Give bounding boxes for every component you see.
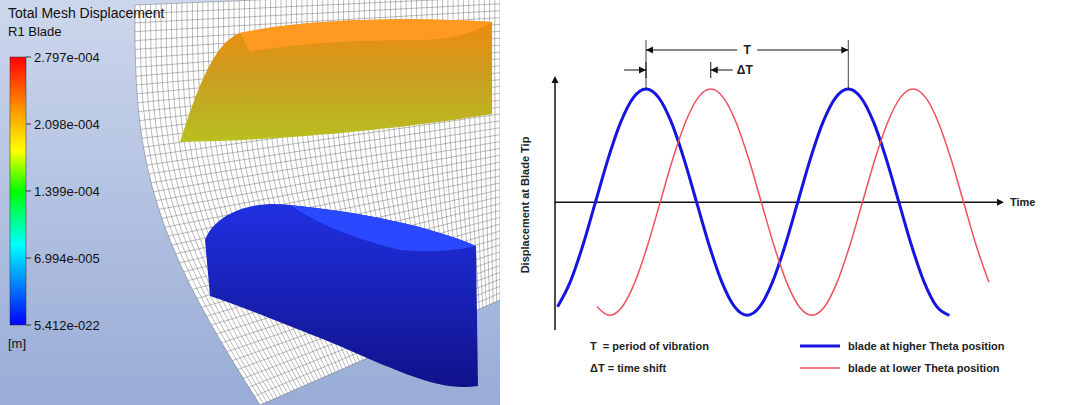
svg-text:ΔT = time shift: ΔT = time shift [590,362,666,374]
svg-text:blade at higher Theta position: blade at higher Theta position [848,340,1005,352]
svg-text:Time: Time [1010,196,1035,208]
svg-text:ΔT: ΔT [737,63,754,77]
svg-text:5.412e-022: 5.412e-022 [34,318,100,333]
svg-text:Displacement at Blade Tip: Displacement at Blade Tip [519,136,531,273]
svg-text:1.399e-004: 1.399e-004 [34,184,100,199]
svg-text:2.098e-004: 2.098e-004 [34,117,100,132]
svg-text:6.994e-005: 6.994e-005 [34,251,100,266]
svg-text:[m]: [m] [8,336,26,351]
svg-text:Total Mesh Displacement: Total Mesh Displacement [8,5,165,21]
svg-text:2.797e-004: 2.797e-004 [34,50,100,65]
svg-text:blade at lower Theta position: blade at lower Theta position [848,362,1000,374]
svg-text:T = period of vibration: T = period of vibration [590,340,709,352]
svg-text:R1 Blade: R1 Blade [8,24,61,39]
svg-text:T: T [743,43,751,57]
